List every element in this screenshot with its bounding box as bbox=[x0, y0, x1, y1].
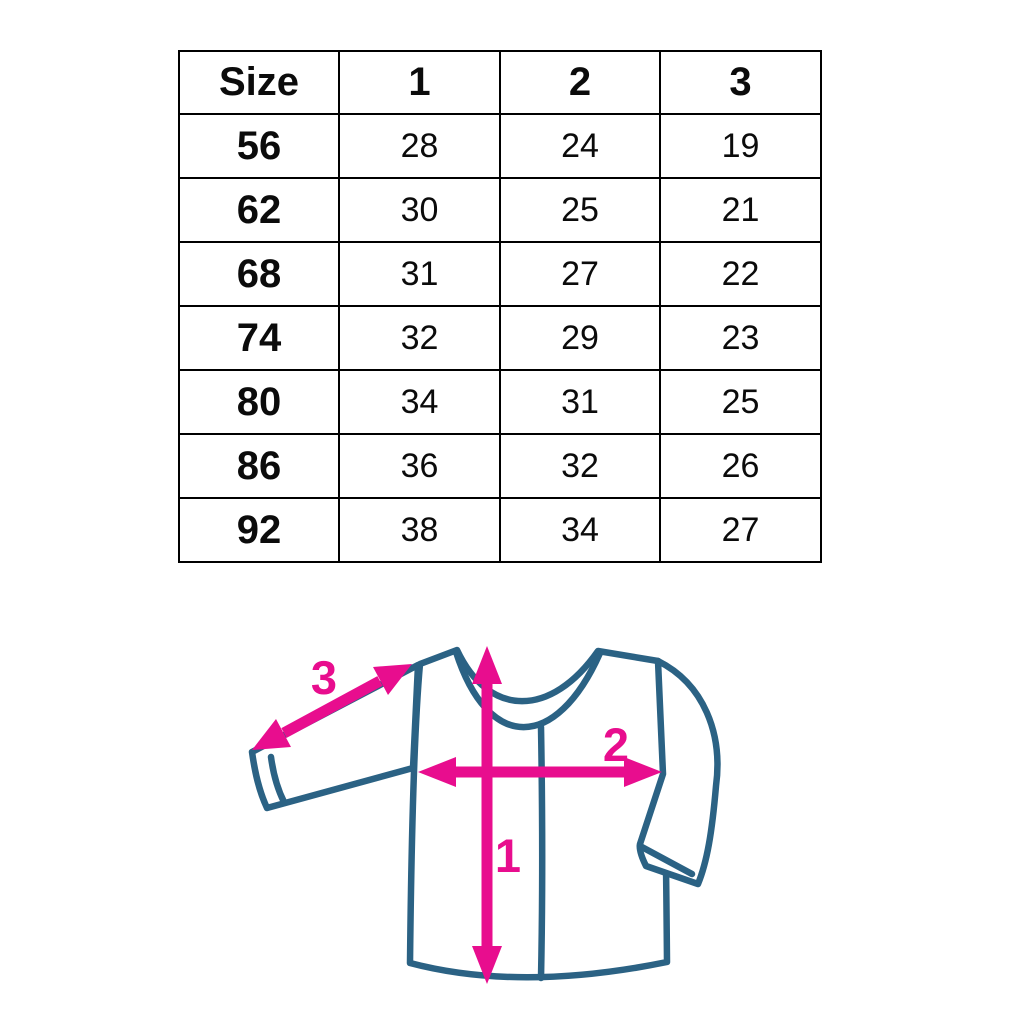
shirt-measurement-diagram: 3 2 1 bbox=[248, 646, 721, 984]
size-cell: 56 bbox=[178, 113, 340, 179]
table-row-size-86: 86 36 32 26 bbox=[178, 433, 822, 499]
arrow-sleeve-length-head-upper bbox=[373, 664, 412, 695]
measurement-cell: 21 bbox=[659, 177, 822, 243]
measurement-cell: 25 bbox=[659, 369, 822, 435]
measure-label-sleeve-length: 3 bbox=[311, 651, 337, 704]
measurement-cell: 24 bbox=[499, 113, 661, 179]
measurement-cell: 19 bbox=[659, 113, 822, 179]
table-row-size-68: 68 31 27 22 bbox=[178, 241, 822, 307]
measurement-cell: 29 bbox=[499, 305, 661, 371]
table-row-size-74: 74 32 29 23 bbox=[178, 305, 822, 371]
header-cell-measure-1: 1 bbox=[338, 50, 501, 115]
measurement-cell: 36 bbox=[338, 433, 501, 499]
measurement-cell: 31 bbox=[499, 369, 661, 435]
size-cell: 62 bbox=[178, 177, 340, 243]
shirt-neckline-inner-arc bbox=[452, 648, 604, 731]
measurement-cell: 23 bbox=[659, 305, 822, 371]
measurement-cell: 38 bbox=[338, 497, 501, 563]
measure-label-body-length: 1 bbox=[495, 829, 521, 882]
shirt-body-outline bbox=[406, 646, 671, 981]
arrow-chest-width-head-right bbox=[624, 757, 662, 787]
measurement-cell: 22 bbox=[659, 241, 822, 307]
shirt-front-center-line bbox=[537, 723, 546, 982]
shirt-right-cuff-seam bbox=[636, 842, 696, 878]
table-header-row: Size 1 2 3 bbox=[178, 50, 822, 115]
measurement-cell: 34 bbox=[338, 369, 501, 435]
measure-labels: 3 2 1 bbox=[311, 651, 629, 882]
measurement-arrows bbox=[252, 646, 662, 984]
shirt-left-cuff-seam bbox=[267, 753, 288, 806]
measurement-cell: 32 bbox=[338, 305, 501, 371]
arrow-body-length-head-bottom bbox=[472, 946, 502, 984]
size-cell: 80 bbox=[178, 369, 340, 435]
measurement-cell: 30 bbox=[338, 177, 501, 243]
header-cell-measure-2: 2 bbox=[499, 50, 661, 115]
size-cell: 68 bbox=[178, 241, 340, 307]
measurement-cell: 25 bbox=[499, 177, 661, 243]
measurement-cell: 34 bbox=[499, 497, 661, 563]
size-chart-table: Size 1 2 3 56 28 24 19 62 30 25 21 68 31 27 22 74 32 29 23… bbox=[178, 50, 822, 563]
table-row-size-62: 62 30 25 21 bbox=[178, 177, 822, 243]
size-cell: 86 bbox=[178, 433, 340, 499]
arrow-chest-width-head-left bbox=[418, 757, 456, 787]
measurement-cell: 27 bbox=[659, 497, 822, 563]
table-body: 56 28 24 19 62 30 25 21 68 31 27 22 74 32 29 23 80 34 31 25… bbox=[178, 113, 822, 563]
shirt-right-sleeve bbox=[636, 657, 721, 888]
header-cell-size: Size bbox=[178, 50, 340, 115]
measurement-cell: 32 bbox=[499, 433, 661, 499]
table-row-size-80: 80 34 31 25 bbox=[178, 369, 822, 435]
table-row-size-92: 92 38 34 27 bbox=[178, 497, 822, 563]
table-row-size-56: 56 28 24 19 bbox=[178, 113, 822, 179]
measurement-cell: 26 bbox=[659, 433, 822, 499]
measurement-cell: 27 bbox=[499, 241, 661, 307]
header-cell-measure-3: 3 bbox=[659, 50, 822, 115]
arrow-sleeve-length-shaft bbox=[281, 676, 383, 738]
measurement-cell: 28 bbox=[338, 113, 501, 179]
measurement-cell: 31 bbox=[338, 241, 501, 307]
arrow-sleeve-length-head-lower bbox=[252, 719, 291, 750]
size-cell: 92 bbox=[178, 497, 340, 563]
size-cell: 74 bbox=[178, 305, 340, 371]
arrow-body-length-head-top bbox=[472, 646, 502, 684]
measure-label-chest-width: 2 bbox=[603, 718, 629, 771]
